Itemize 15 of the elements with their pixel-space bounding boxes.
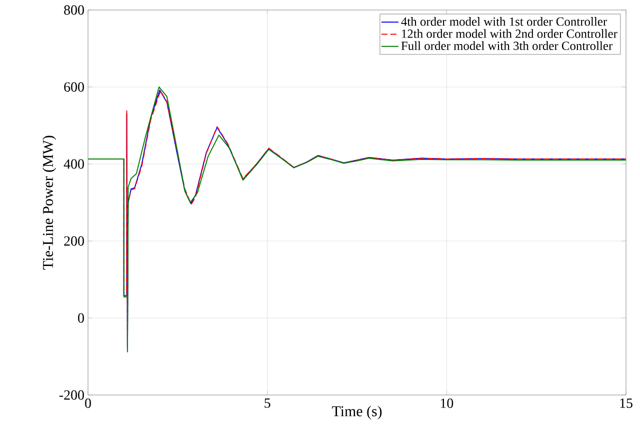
y-tick-label: 400 — [64, 159, 84, 169]
y-tick-label: 600 — [64, 82, 84, 92]
y-axis-title: Tie-Line Power (MW) — [42, 136, 56, 270]
x-axis-title: Time (s) — [332, 406, 382, 420]
legend-label: 4th order model with 1st order Controller — [401, 17, 607, 26]
y-tick-label: 200 — [64, 236, 84, 246]
x-tick-label: 0 — [85, 398, 91, 408]
x-tick-label: 5 — [264, 398, 270, 408]
x-tick-label: 10 — [440, 398, 454, 408]
y-tick-label: -200 — [59, 390, 84, 400]
legend-label: Full order model with 3th order Controller — [401, 41, 613, 50]
y-tick-label: 0 — [78, 313, 84, 323]
x-tick-label: 15 — [620, 398, 632, 408]
y-tick-label: 800 — [64, 5, 84, 15]
legend-label: 12th order model with 2nd order Controller — [402, 29, 618, 38]
